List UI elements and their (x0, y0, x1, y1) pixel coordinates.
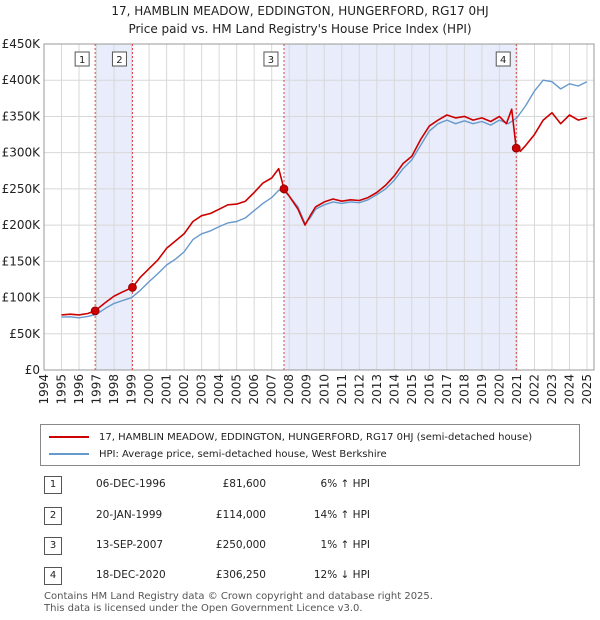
legend-item-hpi: HPI: Average price, semi-detached house,… (49, 446, 387, 462)
y-tick-label: £0 (25, 363, 40, 377)
y-tick-label: £50K (9, 327, 41, 341)
footer-copyright: Contains HM Land Registry data © Crown c… (44, 591, 433, 602)
transaction-price: £81,600 (222, 478, 266, 490)
footer-licence: This data is licensed under the Open Gov… (44, 603, 363, 614)
x-tick-label: 2019 (475, 374, 489, 405)
x-tick-label: 2015 (405, 374, 419, 405)
transaction-number-badge: 2 (44, 507, 62, 525)
x-tick-label: 1994 (37, 374, 51, 405)
shaded-period-2 (283, 44, 517, 370)
y-tick-label: £450K (2, 37, 42, 51)
x-tick-label: 2025 (580, 374, 594, 405)
x-tick-label: 1996 (72, 374, 86, 405)
x-tick-label: 2009 (300, 374, 314, 405)
legend-swatch-property (49, 436, 89, 438)
x-tick-label: 2011 (335, 374, 349, 405)
legend: 17, HAMBLIN MEADOW, EDDINGTON, HUNGERFOR… (40, 424, 580, 466)
sale-point-1 (90, 306, 100, 316)
sale-point-4 (511, 143, 521, 153)
transaction-price: £250,000 (215, 539, 266, 551)
x-tick-label: 2003 (195, 374, 209, 405)
hpi-line (61, 79, 588, 319)
legend-label-property: 17, HAMBLIN MEADOW, EDDINGTON, HUNGERFOR… (99, 431, 533, 443)
property-price-line (61, 108, 588, 316)
legend-label-hpi: HPI: Average price, semi-detached house,… (99, 448, 387, 460)
x-tick-label: 2006 (247, 374, 261, 405)
sale-label-box-3 (263, 51, 279, 67)
x-tick-label: 1995 (55, 374, 69, 405)
x-tick-label: 2016 (422, 374, 436, 405)
x-tick-label: 2001 (160, 374, 174, 405)
transaction-hpi: 12% ↓ HPI (313, 569, 370, 581)
transaction-hpi: 6% ↑ HPI (320, 478, 370, 490)
x-tick-label: 2018 (457, 374, 471, 405)
y-tick-label: £150K (2, 254, 42, 268)
transaction-number-badge: 4 (44, 567, 62, 585)
legend-item-property: 17, HAMBLIN MEADOW, EDDINGTON, HUNGERFOR… (49, 429, 532, 445)
transaction-date: 06-DEC-1996 (96, 478, 166, 490)
transaction-date: 13-SEP-2007 (96, 539, 164, 551)
transaction-number-badge: 1 (44, 476, 62, 494)
legend-swatch-hpi (49, 453, 89, 455)
x-tick-label: 2004 (212, 374, 226, 405)
price-chart: 1994 1995 1996 1997 1998 1999 2000 2001 2002 2003… (2, 37, 595, 405)
transaction-date: 20-JAN-1999 (96, 509, 163, 521)
x-tick-label: 2013 (370, 374, 384, 405)
sale-point-3 (279, 184, 289, 194)
x-tick-label: 2012 (352, 374, 366, 405)
x-tick-label: 1998 (107, 374, 121, 405)
x-tick-label: 2010 (317, 374, 331, 405)
transaction-price: £306,250 (215, 569, 266, 581)
sale-label-box-1 (74, 51, 90, 67)
sale-label-2: 2 (116, 55, 122, 66)
table-row: 1 06-DEC-1996 £81,600 6% ↑ HPI (40, 476, 580, 496)
sale-label-box-4 (495, 51, 511, 67)
transaction-hpi: 1% ↑ HPI (320, 539, 370, 551)
x-tick-label: 2017 (440, 374, 454, 405)
x-tick-label: 1999 (125, 374, 139, 405)
sale-label-3: 3 (268, 55, 274, 66)
chart-title-line2: Price paid vs. HM Land Registry's House … (128, 22, 472, 36)
plot-border (43, 43, 595, 371)
sale-label-box-2 (111, 51, 127, 67)
table-row: 2 20-JAN-1999 £114,000 14% ↑ HPI (40, 507, 580, 527)
y-tick-label: £100K (2, 291, 42, 305)
x-tick-label: 2020 (492, 374, 506, 405)
x-tick-label: 2024 (562, 374, 576, 405)
x-tick-label: 2023 (545, 374, 559, 405)
chart-title-line1: 17, HAMBLIN MEADOW, EDDINGTON, HUNGERFOR… (111, 4, 489, 18)
x-tick-label: 2000 (142, 374, 156, 405)
transaction-date: 18-DEC-2020 (96, 569, 166, 581)
y-tick-label: £400K (2, 73, 42, 87)
x-tick-label: 2005 (230, 374, 244, 405)
sale-point-2 (128, 283, 137, 292)
table-row: 4 18-DEC-2020 £306,250 12% ↓ HPI (40, 567, 580, 587)
transaction-hpi: 14% ↑ HPI (313, 509, 370, 521)
x-tick-label: 2022 (527, 374, 541, 405)
y-tick-label: £200K (2, 218, 42, 232)
x-tick-label: 2007 (265, 374, 279, 405)
transaction-price: £114,000 (215, 509, 266, 521)
x-tick-label: 2002 (177, 374, 191, 405)
y-tick-label: £350K (2, 109, 42, 123)
x-tick-label: 2014 (387, 374, 401, 405)
sale-label-1: 1 (79, 55, 85, 66)
y-tick-label: £250K (2, 182, 42, 196)
y-tick-label: £300K (2, 146, 42, 160)
x-tick-label: 2021 (510, 374, 524, 405)
x-tick-label: 2008 (282, 374, 296, 405)
transaction-number-badge: 3 (44, 537, 62, 555)
sale-label-4: 4 (500, 55, 506, 66)
table-row: 3 13-SEP-2007 £250,000 1% ↑ HPI (40, 537, 580, 557)
x-tick-label: 1997 (90, 374, 104, 405)
